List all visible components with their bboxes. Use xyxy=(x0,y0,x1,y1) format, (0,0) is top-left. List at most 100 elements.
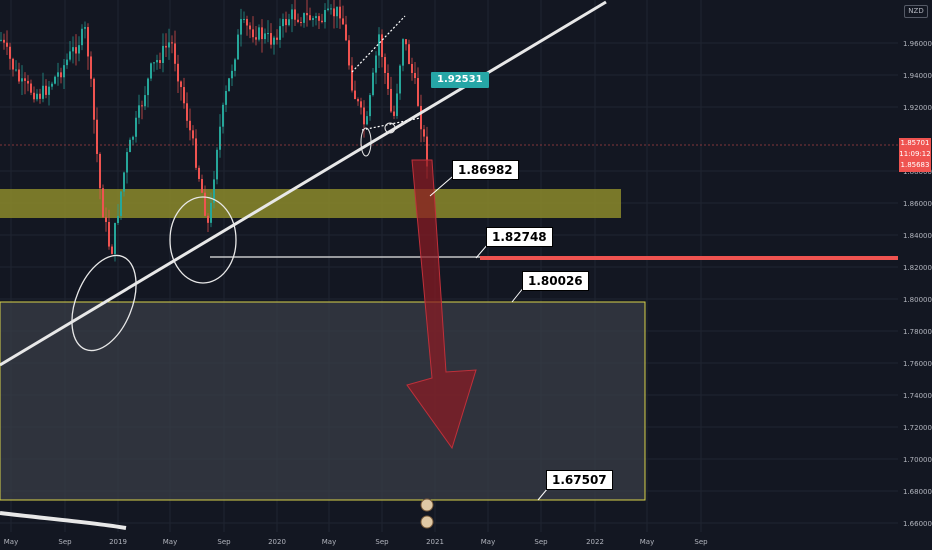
time-tick: May xyxy=(322,538,336,546)
candle-body xyxy=(132,136,134,140)
level-callout-2[interactable]: 1.82748 xyxy=(486,227,553,247)
candle-body xyxy=(78,45,80,54)
level-callout-3[interactable]: 1.80026 xyxy=(522,271,589,291)
candle-body xyxy=(264,33,266,40)
candle-body xyxy=(72,47,74,52)
dotted-trendline-2[interactable] xyxy=(361,117,421,131)
candle-body xyxy=(108,221,110,247)
price-tick: 1.80000 xyxy=(903,296,932,304)
callout-leader-4 xyxy=(537,487,549,501)
candle-body xyxy=(192,130,194,139)
target-zone[interactable] xyxy=(0,301,646,501)
candle-body xyxy=(120,191,122,216)
candle-body xyxy=(249,25,251,30)
dotted-trendline[interactable] xyxy=(351,15,406,73)
event-markers[interactable] xyxy=(420,498,434,529)
candle-body xyxy=(144,95,146,107)
candle-body xyxy=(327,8,329,11)
time-axis[interactable]: May Sep 2019 May Sep 2020 May Sep 2021 May Sep 2022… xyxy=(4,538,708,546)
candle-body xyxy=(303,13,305,23)
candle-body xyxy=(3,39,5,43)
price-tick: 1.66000 xyxy=(903,520,932,528)
circle-annotation-4[interactable] xyxy=(384,122,396,134)
candle-body xyxy=(426,136,428,167)
candle-body xyxy=(21,78,23,82)
currency-badge[interactable]: NZD xyxy=(904,5,928,18)
candle-body xyxy=(210,202,212,223)
candle-body xyxy=(237,34,239,60)
teal-price-label[interactable]: 1.92531 xyxy=(431,72,489,88)
candle-body xyxy=(60,72,62,78)
candle-body xyxy=(387,73,389,89)
candle-body xyxy=(369,95,371,117)
projection-arrow[interactable] xyxy=(406,159,477,450)
candle-body xyxy=(246,18,248,26)
last-price-tag: 1.85701 11:09:12 1.85683 xyxy=(899,138,931,172)
candle-body xyxy=(174,43,176,64)
time-tick: May xyxy=(481,538,495,546)
price-axis[interactable]: 1.96000 1.94000 1.92000 1.88000 1.86000 1.840… xyxy=(903,40,932,528)
candle-body xyxy=(228,78,230,92)
candle-body xyxy=(84,27,86,29)
level-callout-4[interactable]: 1.67507 xyxy=(546,470,613,490)
candle-body xyxy=(147,78,149,96)
candle-body xyxy=(54,76,56,84)
candle-body xyxy=(141,105,143,107)
candlestick-series xyxy=(0,0,428,262)
candle-body xyxy=(396,93,398,116)
candle-body xyxy=(423,129,425,137)
candle-body xyxy=(267,33,269,35)
price-tick: 1.70000 xyxy=(903,456,932,464)
candle-body xyxy=(231,70,233,79)
candle-body xyxy=(33,92,35,100)
candle-body xyxy=(312,18,314,20)
price-tick: 1.92000 xyxy=(903,104,932,112)
candle-body xyxy=(291,9,293,20)
candle-body xyxy=(297,19,299,22)
candle-body xyxy=(195,138,197,168)
candle-body xyxy=(207,215,209,223)
candle-body xyxy=(63,65,65,78)
candle-body xyxy=(87,27,89,57)
candle-body xyxy=(0,39,2,41)
price-tick: 1.86000 xyxy=(903,200,932,208)
candle-body xyxy=(6,42,8,47)
trendline[interactable] xyxy=(0,0,607,367)
candle-body xyxy=(375,55,377,73)
time-axis-panel[interactable] xyxy=(0,532,932,550)
circle-annotation-3[interactable] xyxy=(360,127,372,157)
candle-body xyxy=(372,72,374,96)
candle-body xyxy=(378,34,380,56)
candle-body xyxy=(102,188,104,218)
candle-body xyxy=(279,26,281,40)
candle-body xyxy=(393,111,395,116)
candle-body xyxy=(348,40,350,66)
candle-body xyxy=(66,59,68,66)
candle-body xyxy=(399,65,401,94)
candle-body xyxy=(405,39,407,45)
candle-body xyxy=(9,46,11,59)
candle-body xyxy=(153,62,155,64)
candle-body xyxy=(255,37,257,40)
candle-body xyxy=(69,51,71,60)
candle-body xyxy=(180,81,182,88)
candle-body xyxy=(168,42,170,48)
last-price-value: 1.85701 xyxy=(900,139,930,147)
price-tick: 1.82000 xyxy=(903,264,932,272)
candle-body xyxy=(318,16,320,21)
price-axis-panel[interactable] xyxy=(898,0,932,550)
time-tick: 2020 xyxy=(268,538,286,546)
supply-zone[interactable] xyxy=(0,189,621,218)
circle-annotation-1[interactable] xyxy=(59,246,148,360)
candle-body xyxy=(294,9,296,20)
circle-annotation-2[interactable] xyxy=(169,196,237,284)
candle-body xyxy=(51,83,53,87)
candle-body xyxy=(321,20,323,23)
candle-body xyxy=(324,10,326,23)
event-icon[interactable] xyxy=(420,498,434,512)
price-tick: 1.74000 xyxy=(903,392,932,400)
level-callout-1[interactable]: 1.86982 xyxy=(452,160,519,180)
event-icon[interactable] xyxy=(420,515,434,529)
